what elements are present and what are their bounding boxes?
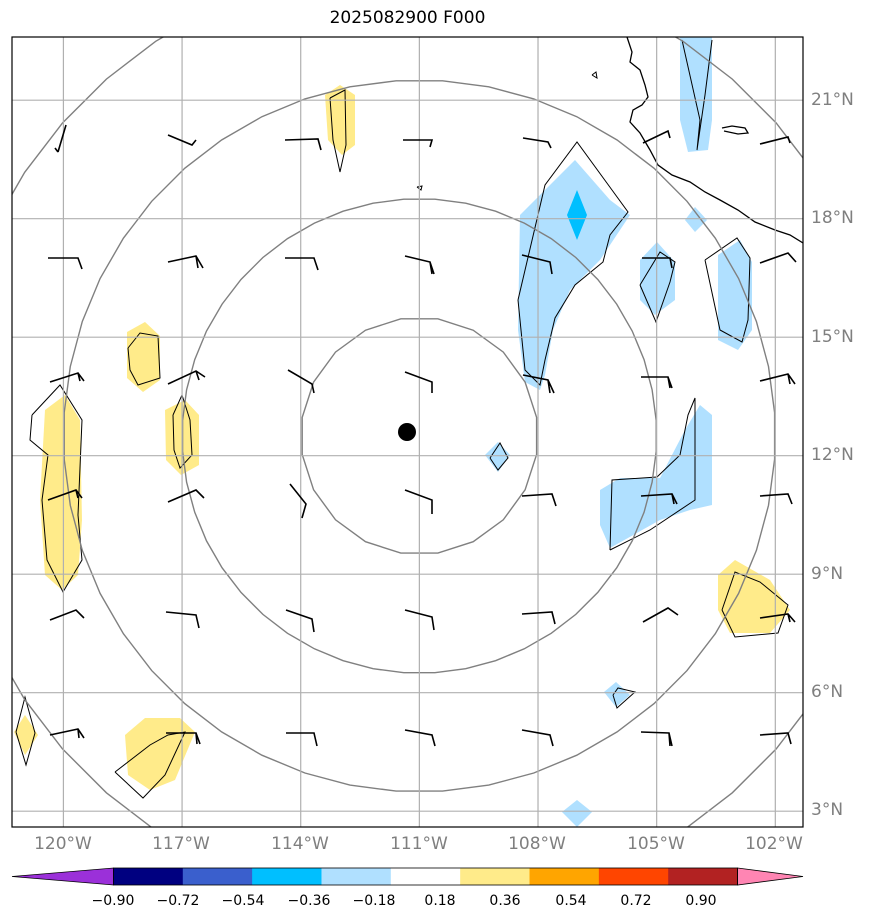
lon-label-102w: 102°W <box>745 834 803 854</box>
colorbar-tick: 0.36 <box>489 893 521 909</box>
lat-label-21n: 21°N <box>811 90 854 110</box>
colorbar-tick: 0.90 <box>685 893 717 909</box>
colorbar-segment <box>252 868 322 885</box>
colorbar-tick: −0.90 <box>91 893 135 909</box>
colorbar-tick: −0.54 <box>221 893 265 909</box>
lat-label-3n: 3°N <box>811 800 844 820</box>
colorbar-extend-max <box>737 867 804 886</box>
colorbar-tick: −0.36 <box>287 893 331 909</box>
colorbar-tick: −0.72 <box>156 893 200 909</box>
strong-negative-area <box>567 190 587 240</box>
colorbar-segment <box>321 868 392 885</box>
lon-label-120w: 120°W <box>34 834 92 854</box>
colorbar-segment <box>113 868 184 885</box>
colorbar <box>11 867 804 886</box>
lat-label-6n: 6°N <box>811 682 844 702</box>
lon-label-105w: 105°W <box>627 834 685 854</box>
lat-label-12n: 12°N <box>811 445 854 465</box>
plot-frame <box>11 36 804 828</box>
colorbar-tick: 0.72 <box>620 893 652 909</box>
colorbar-segment <box>598 868 669 885</box>
lon-label-111w: 111°W <box>390 834 448 854</box>
lat-label-18n: 18°N <box>811 208 854 228</box>
lat-label-15n: 15°N <box>811 327 854 347</box>
colorbar-tick: −0.18 <box>352 893 396 909</box>
wind-barbs <box>47 124 797 747</box>
lat-label-9n: 9°N <box>811 564 844 584</box>
lon-label-108w: 108°W <box>508 834 566 854</box>
range-ring <box>63 80 776 792</box>
negative-anomaly-areas <box>485 37 752 827</box>
colorbar-segment <box>390 868 461 885</box>
lon-label-114w: 114°W <box>271 834 329 854</box>
colorbar-segment <box>182 868 253 885</box>
lon-label-117w: 117°W <box>152 834 210 854</box>
colorbar-segment <box>460 868 531 885</box>
colorbar-tick: 0.54 <box>555 893 587 909</box>
lat-lon-grid <box>12 37 803 827</box>
coastline <box>626 37 803 244</box>
map-title: 2025082900 F000 <box>329 8 486 28</box>
storm-center-marker <box>398 423 416 441</box>
colorbar-segment <box>529 868 600 885</box>
colorbar-frame <box>113 867 738 886</box>
colorbar-segment <box>668 868 739 885</box>
colorbar-tick: 0.18 <box>424 893 456 909</box>
contour-lines <box>15 39 789 799</box>
colorbar-extend-min <box>11 867 114 886</box>
range-ring <box>301 318 538 554</box>
